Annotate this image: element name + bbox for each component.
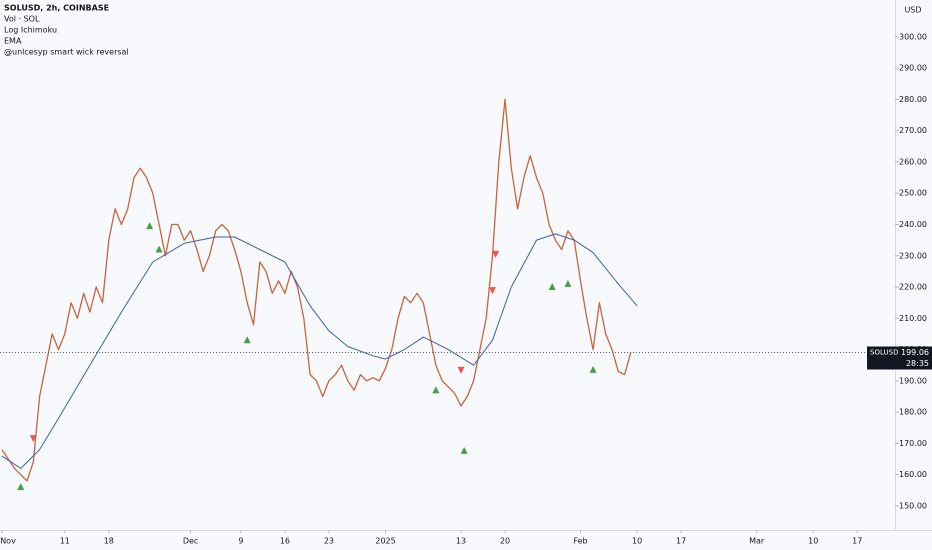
signal-up [460, 446, 468, 454]
chart-title: SOLUSD, 2h, COINBASE [4, 4, 109, 13]
x-tick-label: 17 [852, 537, 862, 546]
signal-up [17, 483, 25, 491]
signal-down [457, 366, 465, 374]
x-tick-label: 10 [632, 537, 642, 546]
price-tag-value: 199.06 [901, 348, 929, 357]
x-tick-label: 9 [238, 537, 243, 546]
x-tick-label: 16 [280, 537, 290, 546]
y-tick-label: 260.00 [899, 157, 927, 166]
x-tick-label: 10 [808, 537, 818, 546]
x-tick-label: Dec [183, 537, 198, 546]
signal-up [155, 245, 163, 253]
y-tick-label: 170.00 [899, 439, 927, 448]
price-tag-countdown: 28:35 [906, 359, 929, 368]
signal-up [548, 283, 556, 291]
price-line [1, 98, 632, 482]
x-tick-label: 20 [500, 537, 510, 546]
signal-up [564, 279, 572, 287]
x-tick-label: 2025 [375, 537, 395, 546]
y-tick-label: 270.00 [899, 126, 927, 135]
y-tick-label: 220.00 [899, 283, 927, 292]
indicator-label: @unlcesyp smart wick reversal [4, 48, 129, 57]
y-tick-label: 230.00 [899, 251, 927, 260]
y-tick-label: 210.00 [899, 314, 927, 323]
price-tag-symbol: SOLUSD [870, 349, 898, 357]
indicator-label: Log Ichimoku [4, 26, 57, 35]
signal-down [488, 287, 496, 295]
y-tick-label: 290.00 [899, 64, 927, 73]
ema-line [1, 233, 638, 469]
indicator-label: Vol · SOL [4, 15, 40, 24]
currency-label: USD [904, 6, 921, 15]
signal-up [243, 336, 251, 344]
x-tick-label: 18 [104, 537, 114, 546]
x-tick-label: 17 [676, 537, 686, 546]
x-tick-label: 13 [456, 537, 466, 546]
signal-down [29, 435, 37, 443]
y-tick-label: 280.00 [899, 95, 927, 104]
plot-area [1, 98, 638, 491]
y-tick-label: 180.00 [899, 408, 927, 417]
x-tick-label: Nov [0, 537, 16, 546]
signal-up [589, 365, 597, 373]
price-tag [867, 346, 932, 370]
x-tick-label: Mar [749, 537, 765, 546]
y-tick-label: 190.00 [899, 376, 927, 385]
x-tick-label: 11 [60, 537, 70, 546]
y-tick-label: 240.00 [899, 220, 927, 229]
y-tick-label: 150.00 [899, 501, 927, 510]
x-tick-label: Feb [573, 537, 587, 546]
signal-up [146, 222, 154, 230]
x-tick-label: 23 [324, 537, 334, 546]
signal-down [492, 250, 500, 258]
y-tick-label: 250.00 [899, 189, 927, 198]
y-tick-label: 160.00 [899, 470, 927, 479]
indicator-label: EMA [4, 37, 22, 46]
y-tick-label: 300.00 [899, 32, 927, 41]
signal-up [432, 386, 440, 394]
